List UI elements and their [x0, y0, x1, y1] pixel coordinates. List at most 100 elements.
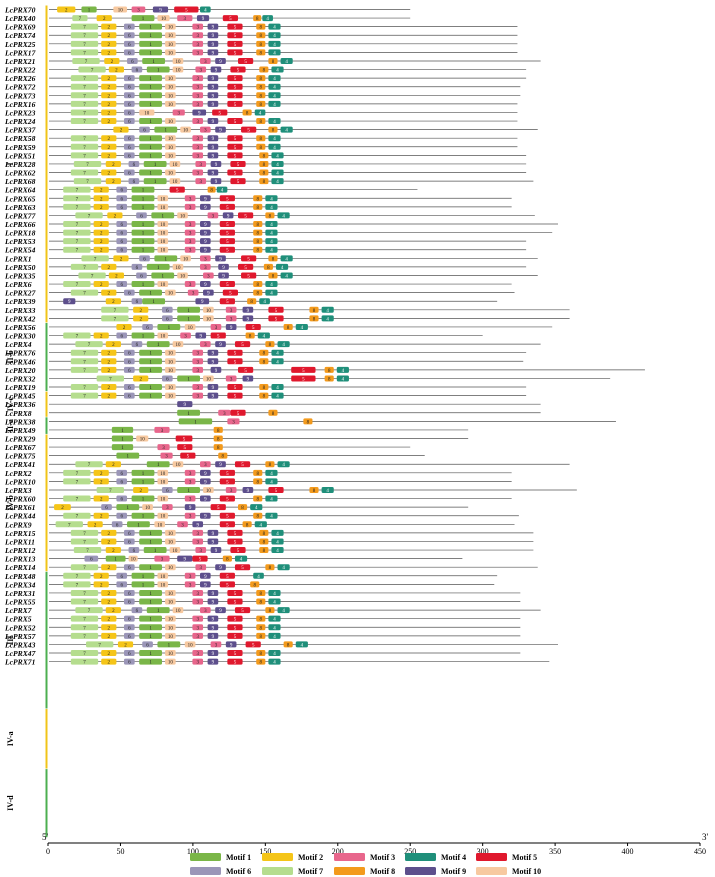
motif-rect [222, 212, 234, 219]
motif-number: 3 [196, 137, 199, 142]
motif-number: 6 [128, 369, 131, 374]
motif-number: 8 [260, 601, 263, 606]
gene-label: LcPRX28 [4, 160, 36, 169]
motif-number: 5 [275, 309, 278, 314]
gene-label: LcPRX59 [4, 143, 36, 152]
motif-number: 5 [237, 180, 240, 185]
motif-rect [174, 6, 199, 13]
motif-number: 8 [257, 223, 260, 228]
motif-number: 7 [76, 189, 79, 194]
motif-number: 9 [222, 266, 225, 271]
motif-number: 8 [263, 154, 266, 159]
motif-rect [107, 212, 123, 219]
motif-rect [70, 49, 99, 56]
motif-rect [268, 143, 281, 150]
motif-number: 4 [285, 60, 288, 65]
motif-number: 10 [168, 77, 174, 82]
legend-label: Motif 1 [226, 853, 251, 862]
motif-rect [172, 607, 184, 614]
motif-1-box: 1 [139, 40, 162, 48]
motif-7-box: 7 [63, 229, 91, 237]
motif-5-box: 5 [227, 615, 243, 623]
motif-rect [256, 75, 266, 82]
motif-10-box: 10 [184, 323, 196, 331]
motif-10-box: 10 [180, 126, 191, 134]
motif-10-box: 10 [165, 23, 176, 31]
motif-number: 1 [149, 26, 152, 31]
motif-rect [162, 315, 173, 322]
motif-6-box: 6 [131, 607, 143, 614]
motif-7-box: 7 [70, 263, 99, 271]
motif-3-box: 3 [192, 92, 204, 99]
motif-6-box: 6 [116, 221, 128, 228]
motif-rect [271, 349, 284, 356]
motif-rect [256, 143, 266, 150]
motif-6-box: 6 [111, 521, 123, 528]
motif-rect [203, 289, 214, 296]
motif-number: 5 [234, 532, 237, 537]
motif-number: 5 [234, 540, 237, 545]
motif-rect [184, 478, 196, 485]
gene-row: LcPRX5 7 2 6 1 10 3 9 5 8 4 [4, 615, 521, 624]
motif-3-box: 3 [192, 384, 204, 391]
motif-number: 6 [136, 266, 139, 271]
motif-number: 7 [83, 386, 86, 391]
motif-number: 10 [168, 566, 174, 571]
motif-rect [101, 349, 117, 356]
gene-row: LcPRX43 7 2 6 1 10 3 9 5 8 4 [4, 640, 559, 649]
motif-3-box: 3 [225, 486, 237, 494]
motif-number: 8 [260, 652, 263, 657]
motif-3-box: 3 [154, 555, 170, 563]
group-bar [45, 709, 48, 769]
motif-2-box: 2 [93, 581, 109, 588]
motif-rect [238, 212, 254, 219]
motif-4-box: 4 [234, 555, 248, 563]
motif-number: 4 [285, 129, 288, 134]
motif-8-box: 8 [253, 195, 263, 202]
motif-6-box: 6 [131, 298, 143, 305]
motif-number: 4 [276, 180, 279, 185]
motif-rect [219, 238, 235, 245]
motif-number: 5 [234, 635, 237, 640]
legend-label: Motif 6 [226, 867, 251, 876]
motif-2-box: 2 [104, 57, 120, 65]
motif-rect [105, 160, 121, 167]
motif-7-box: 7 [70, 109, 99, 116]
motif-4-box: 4 [277, 607, 290, 614]
motif-rect [172, 461, 184, 468]
motif-1-box: 1 [154, 255, 178, 262]
motif-number: 6 [128, 635, 131, 640]
motif-4-box: 4 [268, 100, 281, 108]
motif-number: 3 [204, 129, 207, 134]
motif-number: 1 [142, 240, 145, 245]
motif-5-box: 5 [227, 92, 243, 99]
motif-rect [165, 598, 176, 605]
motif-rect [184, 504, 196, 511]
motif-rect [180, 126, 191, 133]
motif-10-box: 10 [177, 212, 188, 219]
gene-label: LcPRX69 [4, 23, 36, 32]
motif-3-box: 3 [177, 15, 193, 22]
motif-rect [256, 658, 266, 665]
motif-rect [265, 495, 278, 502]
motif-rect [116, 572, 128, 579]
motif-rect [254, 109, 266, 116]
motif-number: 4 [276, 532, 279, 537]
gene-label: LcPRX27 [4, 289, 37, 298]
motif-8-box: 8 [259, 529, 269, 537]
motif-10-box: 10 [203, 486, 214, 494]
motif-3-box: 3 [192, 40, 204, 48]
motif-6-box: 6 [124, 650, 135, 657]
motif-number: 1 [142, 223, 145, 228]
motif-rect [154, 426, 170, 433]
motif-rect [268, 75, 281, 82]
motif-number: 9 [196, 523, 199, 528]
motif-rect [218, 409, 231, 416]
motif-rect [133, 486, 149, 493]
motif-7-box: 7 [70, 624, 99, 631]
motif-rect [242, 306, 254, 313]
motif-number: 8 [256, 17, 259, 22]
motif-rect [169, 186, 185, 193]
motif-7-box: 7 [75, 607, 103, 614]
